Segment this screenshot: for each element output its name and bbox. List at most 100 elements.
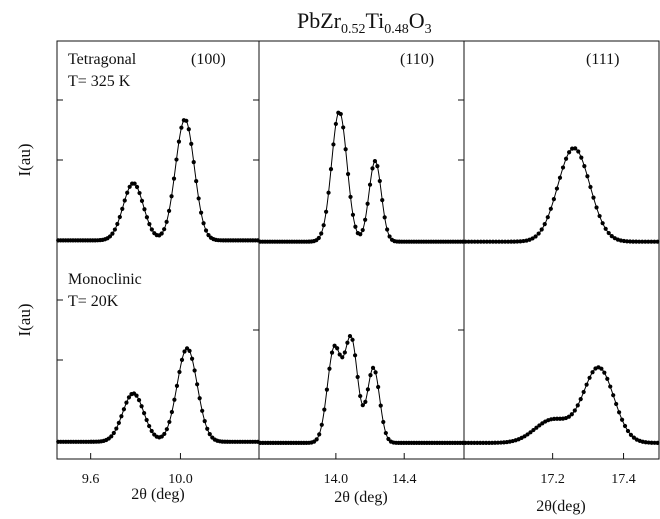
data-point (627, 239, 633, 244)
data-point (376, 384, 381, 390)
profile-line (259, 335, 464, 444)
data-point (537, 423, 542, 428)
data-point (149, 227, 154, 232)
data-point (539, 227, 544, 232)
data-point (370, 166, 375, 171)
data-point (337, 352, 342, 357)
x-axis-label-right: 2θ(deg) (536, 498, 585, 515)
data-point (605, 376, 610, 381)
data-point (195, 382, 200, 387)
data-point (324, 209, 329, 214)
chart-marks: 9.6 10.0 14.0 14.4 17.2 17.4 (56, 110, 660, 487)
data-point (484, 239, 489, 244)
data-point (338, 111, 343, 117)
data-point (206, 232, 211, 238)
data-point (319, 231, 324, 236)
data-point (358, 393, 363, 399)
data-point (496, 239, 502, 244)
data-point (383, 430, 388, 436)
data-point (469, 440, 474, 445)
data-point (202, 418, 207, 424)
data-point (631, 239, 636, 244)
data-point (557, 416, 563, 421)
data-point (203, 228, 209, 233)
data-point (142, 207, 147, 212)
data-point (631, 435, 636, 440)
data-point (466, 440, 471, 445)
data-point (530, 236, 535, 241)
data-point (144, 215, 150, 220)
data-point (142, 411, 147, 416)
data-point (109, 434, 114, 439)
data-point (342, 350, 347, 355)
data-point (162, 227, 167, 232)
data-point (378, 403, 383, 408)
data-point (525, 432, 530, 437)
phase-label-monoclinic: Monoclinic (68, 271, 142, 288)
data-point (328, 167, 334, 172)
data-point (358, 232, 363, 237)
data-point (566, 414, 571, 419)
data-point (166, 208, 172, 213)
data-point (624, 239, 630, 244)
data-point (110, 231, 115, 236)
x-tick-label: 17.4 (611, 472, 636, 487)
data-point (174, 383, 180, 388)
data-point (365, 387, 371, 392)
data-point (169, 194, 174, 199)
data-point (367, 182, 373, 187)
data-point (124, 400, 129, 405)
chart-title: PbZr0.52Ti0.48O3 (297, 8, 432, 37)
data-point (184, 346, 190, 351)
data-point (585, 174, 590, 179)
data-point (194, 178, 199, 184)
data-point (329, 350, 335, 355)
data-point (581, 389, 586, 395)
x-axis-label-middle: 2θ (deg) (334, 489, 387, 506)
data-point (176, 139, 182, 144)
data-point (107, 234, 113, 239)
data-point (314, 437, 319, 442)
data-point (137, 190, 142, 196)
data-point (587, 375, 592, 380)
data-point (469, 239, 474, 244)
data-point (355, 374, 360, 380)
data-point (189, 356, 195, 361)
data-point (575, 403, 580, 408)
data-point (132, 181, 137, 186)
data-point (164, 427, 169, 432)
data-point (370, 365, 376, 371)
data-point (637, 239, 642, 244)
title-sub-ti: 0.48 (384, 22, 409, 37)
data-point (117, 214, 122, 220)
temperature-label-tetragonal: T= 325 K (68, 73, 131, 90)
data-point (319, 422, 324, 427)
data-point (162, 431, 167, 437)
data-point (536, 231, 541, 236)
data-point (622, 423, 628, 429)
data-point (345, 340, 350, 345)
data-point (139, 198, 145, 203)
data-point (551, 197, 556, 202)
data-point (643, 239, 648, 244)
data-point (115, 221, 120, 227)
data-point (368, 373, 373, 378)
data-point (499, 239, 505, 244)
profile-line (57, 118, 259, 241)
data-point (382, 215, 387, 220)
data-point (463, 239, 468, 244)
data-point (199, 210, 204, 215)
data-point (472, 440, 477, 445)
data-point (116, 420, 121, 425)
data-point (192, 368, 197, 373)
data-point (136, 397, 142, 403)
data-point (134, 393, 139, 398)
data-point (591, 195, 596, 200)
data-point (189, 141, 194, 146)
data-point (646, 239, 651, 244)
data-point (531, 427, 536, 433)
data-point (321, 223, 326, 228)
data-point (331, 142, 336, 147)
data-point (481, 239, 486, 244)
